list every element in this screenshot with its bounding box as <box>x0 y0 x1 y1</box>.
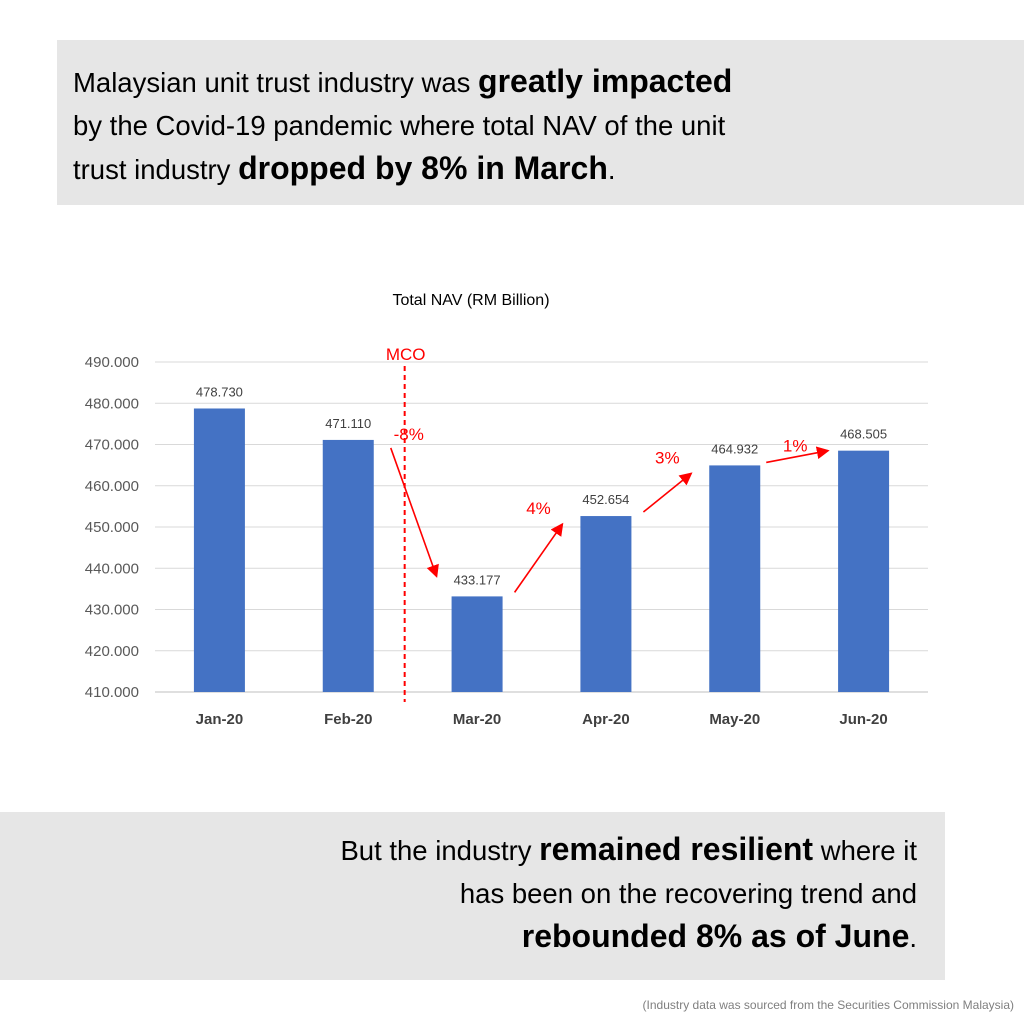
bar-mar-20 <box>451 596 503 692</box>
source-note: (Industry data was sourced from the Secu… <box>642 998 1014 1012</box>
headline-text: Malaysian unit trust industry was <box>73 67 479 98</box>
headline-text: . <box>607 154 616 185</box>
conclusion-line-1: But the industry remained resilient wher… <box>0 828 917 872</box>
y-tick-label: 440.000 <box>85 560 139 577</box>
x-tick-label: Feb-20 <box>324 711 372 728</box>
nav-bar-chart: Total NAV (RM Billion) 410.000 420.000 430… <box>85 292 928 728</box>
grid-layer <box>155 361 928 693</box>
mco-label: MCO <box>386 345 426 364</box>
headline-emphasis: greatly impacted <box>478 63 733 99</box>
y-tick-label: 490.000 <box>85 354 139 371</box>
bar-may-20 <box>709 465 761 692</box>
y-axis: 410.000 420.000 430.000 440.000 450.000 460.0… <box>85 354 139 701</box>
change-arrow <box>642 472 693 513</box>
data-label: 452.654 <box>582 492 629 507</box>
annotations: MCO -8% 4% 3% 1% <box>386 345 830 702</box>
change-arrow <box>513 522 564 593</box>
y-tick-label: 430.000 <box>85 602 139 619</box>
conclusion-emphasis: rebounded 8% as of June <box>521 918 910 954</box>
bar-jun-20 <box>838 450 890 692</box>
x-tick-label: Jan-20 <box>196 711 244 728</box>
chart-title: Total NAV (RM Billion) <box>392 292 549 309</box>
y-tick-label: 470.000 <box>85 437 139 454</box>
y-tick-label: 480.000 <box>85 395 139 412</box>
change-label: 4% <box>526 499 551 518</box>
bar-jan-20 <box>193 408 245 692</box>
x-tick-label: Jun-20 <box>839 711 887 728</box>
change-arrow <box>766 446 830 464</box>
headline-box: Malaysian unit trust industry was greatl… <box>57 40 1024 205</box>
y-tick-label: 460.000 <box>85 478 139 495</box>
y-tick-label: 450.000 <box>85 519 139 536</box>
data-label: 478.730 <box>196 384 243 399</box>
data-labels: 478.730 471.110 433.177 452.654 464.932 468.5… <box>196 384 887 587</box>
conclusion-text: where it <box>813 835 917 866</box>
headline-line-3: trust industry dropped by 8% in March. <box>73 147 1024 191</box>
change-label: 1% <box>783 437 808 456</box>
x-axis: Jan-20 Feb-20 Mar-20 Apr-20 May-20 Jun-20 <box>196 711 888 728</box>
change-label: -8% <box>394 425 424 444</box>
bar-feb-20 <box>322 439 374 692</box>
data-label: 464.932 <box>711 441 758 456</box>
y-tick-label: 420.000 <box>85 643 139 660</box>
y-tick-label: 410.000 <box>85 684 139 701</box>
conclusion-box: But the industry remained resilient wher… <box>0 812 945 980</box>
conclusion-line-3: rebounded 8% as of June. <box>0 915 917 959</box>
change-arrow <box>389 447 439 578</box>
x-tick-label: Apr-20 <box>582 711 630 728</box>
data-label: 471.110 <box>325 416 371 431</box>
data-label: 433.177 <box>454 572 501 587</box>
conclusion-text: . <box>909 922 917 953</box>
x-tick-label: Mar-20 <box>453 711 501 728</box>
conclusion-emphasis: remained resilient <box>539 831 814 867</box>
x-tick-label: May-20 <box>709 711 760 728</box>
headline-line-1: Malaysian unit trust industry was greatl… <box>73 60 1024 104</box>
headline-text: trust industry <box>73 154 239 185</box>
conclusion-text: has been on the recovering trend and <box>459 878 917 909</box>
bars <box>193 408 890 692</box>
change-label: 3% <box>655 448 680 467</box>
data-label: 468.505 <box>840 427 887 442</box>
headline-text: by the Covid-19 pandemic where total NAV… <box>73 110 726 141</box>
conclusion-line-2: has been on the recovering trend and <box>0 872 917 915</box>
headline-emphasis: dropped by 8% in March <box>238 150 608 186</box>
conclusion-text: But the industry <box>340 835 540 866</box>
bar-apr-20 <box>580 516 632 692</box>
headline-line-2: by the Covid-19 pandemic where total NAV… <box>73 104 1024 147</box>
